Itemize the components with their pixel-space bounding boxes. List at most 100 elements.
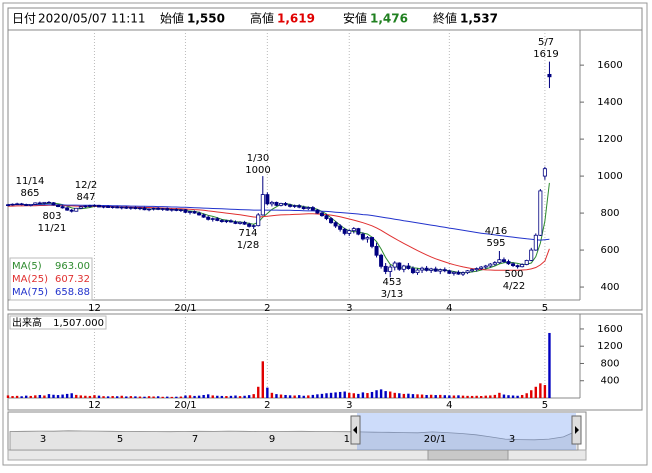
volume-bar [379, 389, 383, 398]
candle-body [110, 206, 115, 208]
candle-body [106, 206, 111, 208]
candle-body [178, 209, 183, 211]
volume-bar [352, 393, 355, 398]
volume-bar [47, 394, 51, 398]
handle-arrow [575, 426, 579, 434]
candle-body [124, 206, 129, 209]
x-tick-label: 20/1 [174, 303, 196, 314]
x-tick-label: 2 [264, 303, 270, 314]
candle-body [542, 168, 547, 177]
candle-body [479, 266, 484, 269]
candle-body [174, 208, 179, 211]
volume-bar [243, 395, 246, 398]
volume-bar [197, 395, 201, 398]
volume-tick-label: 1600 [597, 324, 622, 335]
volume-bar [357, 393, 360, 398]
candle-body [51, 202, 56, 206]
volume-bar [52, 394, 55, 398]
volume-bar [325, 393, 328, 398]
candle-body [238, 221, 243, 224]
x-tick-label: 4 [446, 303, 452, 314]
volume-bar [489, 395, 492, 398]
candle-body [351, 228, 356, 232]
volume-bar [348, 392, 351, 398]
candle-body [46, 201, 51, 204]
candle-body [497, 259, 502, 264]
candle-body [424, 267, 429, 271]
annotation-value: 1619 [533, 49, 558, 60]
candle-body [42, 201, 47, 204]
volume-bar [202, 394, 205, 398]
volume-bar [411, 394, 415, 398]
volume-bar [407, 393, 410, 398]
volume-bar [539, 383, 542, 398]
ma-legend-box [9, 257, 93, 301]
candle-body [329, 218, 334, 224]
candle-body [338, 225, 343, 230]
y-tick-label: 1200 [597, 134, 622, 145]
candle-body [288, 204, 293, 207]
candle-body [547, 73, 552, 78]
candle-body [201, 214, 206, 218]
candle-body [187, 211, 192, 213]
volume-bar [111, 396, 114, 398]
annotation-date: 5/7 [538, 37, 554, 48]
candle-body [119, 206, 124, 209]
volume-bar [443, 395, 446, 398]
navigator-selection[interactable] [357, 413, 576, 450]
volume-bar [97, 395, 101, 398]
volume-bar [161, 396, 164, 398]
candle-body [219, 220, 224, 222]
candle-body [242, 221, 247, 225]
volume-bar [425, 394, 428, 398]
legend-value: 658.88 [55, 287, 90, 298]
volume-bar [366, 393, 369, 398]
volume-bar [320, 393, 324, 398]
volume-bar [511, 395, 515, 398]
volume-bar [338, 391, 342, 398]
volume-bar [270, 392, 274, 398]
volume-bar [166, 396, 169, 398]
scroll-thumb[interactable] [427, 449, 509, 461]
candle-body [60, 206, 65, 209]
volume-bar [56, 395, 60, 398]
candle-body [474, 268, 479, 271]
navigator-label: 20/1 [424, 434, 446, 445]
candle-body [360, 233, 365, 240]
annotation-date: 3/13 [381, 289, 403, 300]
candle-body [429, 268, 434, 271]
candle-body [401, 265, 406, 270]
candle-body [506, 261, 511, 265]
candle-body [379, 254, 384, 267]
volume-legend-box [9, 315, 107, 330]
volume-bar [193, 395, 196, 398]
volume-bar [188, 395, 192, 398]
volume-bar [543, 385, 547, 398]
volume-bar [334, 392, 337, 398]
candle-body [283, 203, 288, 206]
volume-bar [11, 396, 14, 398]
annotation-date: 1/28 [237, 240, 259, 251]
volume-bar [184, 395, 187, 398]
volume-bar [393, 392, 396, 398]
x-tick-label: 12 [88, 303, 101, 314]
volume-bar [525, 393, 528, 398]
candle-body [260, 194, 265, 216]
volume-bar [429, 394, 433, 398]
candle-body [10, 203, 15, 206]
volume-bar [84, 395, 87, 398]
candle-body [251, 225, 256, 227]
candle-body [347, 230, 352, 234]
volume-bar [370, 391, 374, 398]
candle-body [247, 223, 252, 227]
y-tick-label: 1600 [597, 60, 622, 71]
x-tick-label: 3 [346, 303, 352, 314]
navigator-label: 3 [40, 434, 46, 445]
volume-bar [38, 394, 42, 398]
volume-bar [311, 394, 315, 398]
volume-bar [548, 332, 551, 398]
volume-bar [229, 395, 233, 398]
candle-body [369, 237, 374, 247]
volume-bar [79, 395, 82, 398]
volume-bar [106, 396, 110, 398]
